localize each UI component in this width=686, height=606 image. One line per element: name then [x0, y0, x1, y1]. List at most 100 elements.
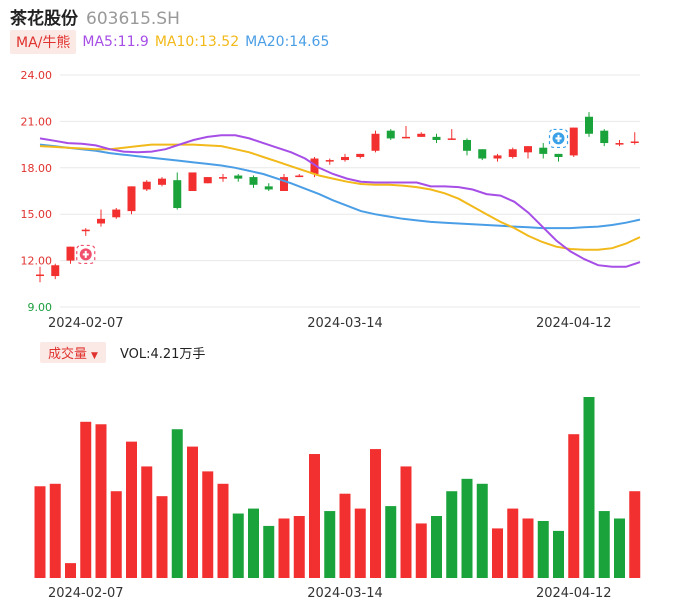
candle-body: [417, 133, 426, 137]
candle-body: [386, 130, 395, 139]
candle-body: [569, 127, 578, 156]
candle-body: [539, 147, 548, 154]
candle-body: [188, 172, 197, 191]
candle-body: [158, 178, 166, 185]
candle-body: [66, 246, 75, 261]
price-y-axis: 24.00 21.00 18.00 15.00 12.00 9.00: [21, 69, 53, 314]
candle-body: [97, 218, 105, 224]
stock-header: 茶花股份 603615.SH: [10, 4, 180, 29]
volume-bar: [278, 518, 290, 578]
candle-body: [36, 274, 44, 277]
volume-bar: [263, 525, 275, 578]
volume-indicator-selector[interactable]: 成交量 ▼: [40, 341, 106, 363]
volume-bar: [339, 493, 351, 578]
volume-x-axis: 2024-02-07 2024-03-14 2024-04-12: [48, 586, 612, 601]
price-y-tick-label: 15.00: [21, 208, 53, 221]
candlestick-series: [36, 112, 639, 283]
volume-bar: [476, 483, 488, 578]
candle-body: [478, 149, 487, 159]
caret-down-icon: ▼: [91, 350, 98, 361]
candle-body: [280, 177, 288, 191]
volume-value: VOL:4.21万手: [119, 346, 206, 362]
volume-bar: [446, 491, 458, 578]
candle-body: [463, 139, 471, 151]
volume-bar: [293, 516, 305, 578]
candle-body: [600, 130, 609, 144]
ma10-label: MA10:13.52: [154, 34, 240, 50]
volume-bar: [614, 518, 625, 578]
candle-body: [81, 229, 90, 232]
ma10-line: [39, 143, 641, 251]
candle-body: [203, 177, 212, 184]
volume-bar: [202, 471, 214, 578]
volume-bar: [34, 486, 46, 578]
candle-body: [249, 177, 258, 185]
bull-signal-icon[interactable]: [76, 244, 96, 265]
volume-x-tick-label: 2024-02-07: [48, 586, 124, 601]
volume-bar: [431, 516, 442, 578]
volume-bar: [522, 518, 534, 578]
ma-legend: MA/牛熊 MA5:11.9 MA10:13.52 MA20:14.65: [10, 30, 329, 54]
volume-bar: [126, 441, 137, 578]
volume-bar: [492, 528, 503, 578]
volume-bar: [629, 491, 641, 578]
candle-body: [234, 175, 243, 179]
volume-bar: [415, 523, 427, 578]
candle-body: [142, 181, 151, 190]
candle-body: [295, 175, 304, 178]
candle-body: [402, 136, 410, 139]
candle-body: [219, 177, 227, 179]
price-x-axis: 2024-02-07 2024-03-14 2024-04-12: [48, 316, 612, 331]
volume-bar: [553, 530, 564, 578]
volume-bar: [49, 483, 61, 578]
stock-code: 603615.SH: [86, 9, 180, 29]
volume-bar: [309, 454, 320, 578]
candle-body: [371, 133, 380, 151]
candle-body: [554, 153, 563, 157]
volume-x-tick-label: 2024-03-14: [307, 586, 383, 601]
volume-bar: [385, 506, 397, 578]
candle-body: [585, 116, 593, 134]
ma20-line: [39, 143, 641, 230]
volume-bar: [248, 508, 259, 578]
candle-body: [524, 146, 532, 153]
volume-bar: [110, 491, 122, 578]
volume-bar: [568, 434, 580, 578]
candle-body: [432, 136, 441, 140]
stock-name: 茶花股份: [10, 9, 78, 29]
candle-body: [325, 160, 334, 162]
price-y-tick-label: 9.00: [28, 301, 53, 314]
price-x-tick-label: 2024-04-12: [536, 316, 612, 331]
candle-body: [341, 156, 349, 161]
bear-signal-icon[interactable]: [548, 128, 569, 149]
volume-bar: [232, 513, 244, 578]
volume-bar: [507, 508, 519, 578]
ma5-label: MA5:11.9: [82, 34, 149, 50]
volume-bar: [537, 520, 549, 578]
candle-body: [493, 155, 502, 159]
candle-body: [310, 158, 319, 174]
candle-body: [51, 265, 60, 277]
volume-bar: [370, 449, 381, 578]
ma-indicator-selector[interactable]: MA/牛熊: [10, 30, 77, 54]
price-x-tick-label: 2024-03-14: [307, 316, 383, 331]
volume-x-tick-label: 2024-04-12: [536, 586, 612, 601]
volume-bar: [187, 446, 198, 578]
price-y-tick-label: 21.00: [21, 115, 53, 128]
price-y-tick-label: 18.00: [21, 162, 53, 175]
ma-lines: [39, 134, 641, 268]
candle-body: [630, 141, 639, 144]
ma5-line: [39, 134, 641, 268]
volume-bar: [598, 511, 610, 578]
price-y-tick-label: 24.00: [21, 69, 53, 82]
candle-body: [615, 143, 624, 145]
volume-bar: [400, 466, 412, 578]
price-y-tick-label: 12.00: [21, 255, 53, 268]
chart-markers: [76, 128, 569, 265]
volume-bar: [95, 424, 107, 578]
candle-body: [356, 153, 365, 157]
volume-bar: [65, 563, 76, 578]
volume-bar: [171, 429, 183, 578]
volume-bar: [583, 397, 595, 578]
candle-body: [127, 186, 136, 212]
